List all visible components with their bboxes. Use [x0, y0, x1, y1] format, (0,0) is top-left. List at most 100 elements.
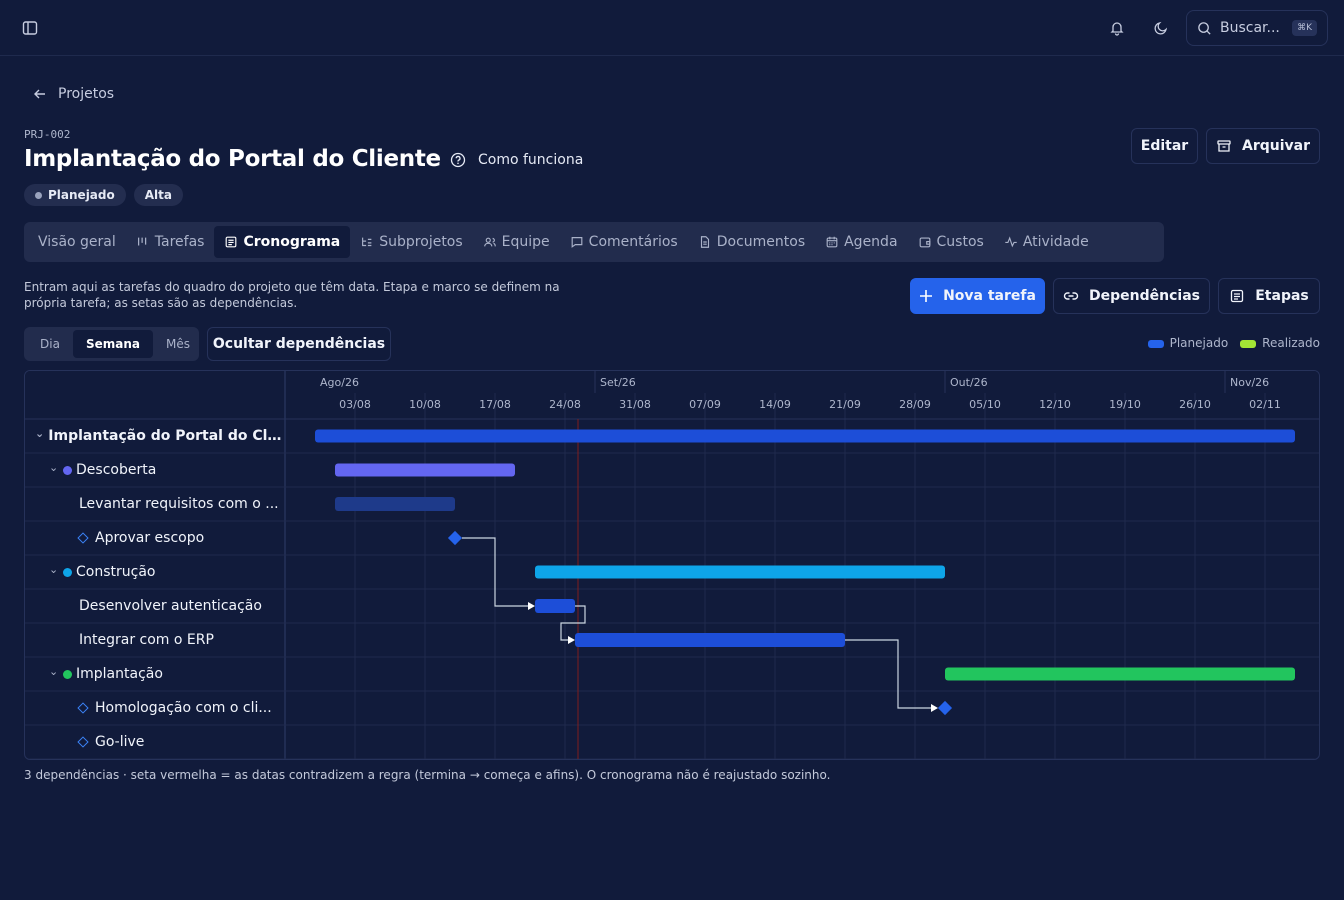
gantt-svg: Ago/26 Set/26 Out/26 Nov/26 03/08 10/08 17/08 2… — [25, 371, 1319, 759]
chevron-down-icon[interactable]: ⌄ — [49, 664, 59, 678]
search-icon — [1198, 21, 1211, 35]
file-icon — [698, 235, 712, 249]
row-label-text: Descoberta — [76, 462, 157, 478]
page-title: Implantação do Portal do Cliente — [24, 146, 441, 172]
search-button[interactable]: Buscar... ⌘K — [1186, 10, 1328, 46]
month-label: Out/26 — [950, 376, 988, 389]
row-label-text: Aprovar escopo — [95, 530, 205, 546]
legend-done: Realizado — [1240, 336, 1320, 350]
stage-color-dot — [63, 669, 72, 679]
stages-label: Etapas — [1255, 288, 1309, 304]
toggle-dependencies-button[interactable]: Ocultar dependências — [207, 327, 391, 361]
message-icon — [570, 235, 584, 249]
how-it-works-link[interactable]: Como funciona — [450, 152, 583, 168]
tab-subprojetos[interactable]: Subprojetos — [350, 226, 472, 258]
schedule-description: Entram aqui as tarefas do quadro do proj… — [24, 280, 560, 310]
gantt-row-label[interactable]: Desenvolver autenticação — [25, 589, 285, 623]
milestone-icon — [77, 532, 89, 544]
gantt-row-label[interactable]: Levantar requisitos com o ... — [25, 487, 285, 521]
stage-color-dot — [63, 567, 72, 577]
gantt-row-label[interactable]: Integrar com o ERP — [25, 623, 285, 657]
zoom-week[interactable]: Semana — [72, 330, 153, 358]
dependencies-label: Dependências — [1089, 288, 1200, 304]
tab-documentos[interactable]: Documentos — [688, 226, 815, 258]
week-label: 26/10 — [1179, 398, 1211, 411]
stage-bar — [535, 565, 945, 579]
tab-label: Documentos — [716, 234, 806, 250]
week-label: 19/10 — [1109, 398, 1141, 411]
tab-equipe[interactable]: Equipe — [473, 226, 560, 258]
tab-visao-geral[interactable]: Visão geral — [28, 226, 126, 258]
new-task-label: Nova tarefa — [943, 288, 1036, 304]
edit-button[interactable]: Editar — [1131, 128, 1198, 164]
gantt-row-label[interactable]: ⌄ Implantação — [25, 657, 285, 691]
legend-done-label: Realizado — [1262, 336, 1320, 350]
milestone-marker — [447, 530, 463, 546]
gantt-row-label[interactable]: Homologação com o cli... — [25, 691, 285, 725]
dependency-arrowhead — [568, 636, 575, 644]
tab-label: Custos — [936, 234, 984, 250]
dependencies-button[interactable]: Dependências — [1053, 278, 1210, 314]
bell-icon[interactable] — [1103, 14, 1131, 42]
milestone-icon — [77, 736, 89, 748]
month-label: Ago/26 — [320, 376, 359, 389]
legend-planned-swatch — [1147, 339, 1164, 348]
tab-label: Tarefas — [154, 234, 205, 250]
tab-label: Atividade — [1022, 234, 1089, 250]
tab-cronograma[interactable]: Cronograma — [214, 226, 351, 258]
week-label: 31/08 — [619, 398, 651, 411]
chevron-down-icon[interactable]: ⌄ — [35, 426, 45, 440]
gantt-row-label[interactable]: Aprovar escopo — [25, 521, 285, 555]
week-label: 03/08 — [339, 398, 371, 411]
row-label-text: Homologação com o cli... — [95, 700, 272, 716]
archive-button[interactable]: Arquivar — [1206, 128, 1320, 164]
week-label: 28/09 — [899, 398, 931, 411]
week-label: 24/08 — [549, 398, 581, 411]
edit-label: Editar — [1140, 138, 1189, 154]
tab-custos[interactable]: Custos — [908, 226, 994, 258]
gantt-row-label[interactable]: ⌄ Construção — [25, 555, 285, 589]
stages-button[interactable]: Etapas — [1218, 278, 1320, 314]
task-bar — [575, 633, 845, 647]
week-label: 14/09 — [759, 398, 791, 411]
week-label: 17/08 — [479, 398, 511, 411]
week-label: 21/09 — [829, 398, 861, 411]
dependency-arrow — [845, 639, 932, 709]
tab-comentarios[interactable]: Comentários — [560, 226, 688, 258]
tab-label: Agenda — [844, 234, 898, 250]
week-label: 10/08 — [409, 398, 441, 411]
chevron-down-icon[interactable]: ⌄ — [49, 460, 59, 474]
link-icon — [1063, 292, 1079, 300]
gantt-row-label[interactable]: ⌄ Descoberta — [25, 453, 285, 487]
gantt-row-label[interactable]: ⌄ Implantação do Portal do Clie... — [25, 419, 285, 453]
tab-tarefas[interactable]: Tarefas — [126, 226, 215, 258]
stage-color-dot — [63, 465, 72, 475]
tab-label: Comentários — [588, 234, 678, 250]
status-label: Planejado — [48, 188, 115, 202]
row-label-text: Implantação do Portal do Clie... — [48, 428, 285, 444]
milestone-marker — [937, 700, 953, 716]
back-link[interactable]: Projetos — [32, 86, 114, 102]
row-label-text: Go-live — [95, 734, 145, 750]
week-label: 12/10 — [1039, 398, 1071, 411]
toggle-dependencies-label: Ocultar dependências — [212, 336, 386, 352]
search-label: Buscar... — [1220, 20, 1280, 36]
dependency-arrow — [462, 537, 529, 607]
row-label-text: Desenvolver autenticação — [79, 598, 262, 614]
month-label: Set/26 — [600, 376, 636, 389]
row-label-text: Levantar requisitos com o ... — [79, 496, 279, 512]
new-task-button[interactable]: Nova tarefa — [910, 278, 1045, 314]
sidebar-toggle-icon[interactable] — [16, 14, 44, 42]
archive-label: Arquivar — [1241, 138, 1310, 154]
gantt-row-label[interactable]: Go-live — [25, 725, 285, 759]
plus-icon — [920, 290, 933, 302]
zoom-month[interactable]: Mês — [165, 337, 190, 351]
priority-badge: Alta — [133, 184, 183, 206]
how-it-works-label: Como funciona — [478, 152, 584, 168]
moon-icon[interactable] — [1147, 14, 1175, 42]
zoom-day[interactable]: Dia — [40, 337, 60, 351]
week-label: 05/10 — [969, 398, 1001, 411]
tab-atividade[interactable]: Atividade — [994, 226, 1099, 258]
chevron-down-icon[interactable]: ⌄ — [49, 562, 59, 576]
tab-agenda[interactable]: Agenda — [815, 226, 907, 258]
